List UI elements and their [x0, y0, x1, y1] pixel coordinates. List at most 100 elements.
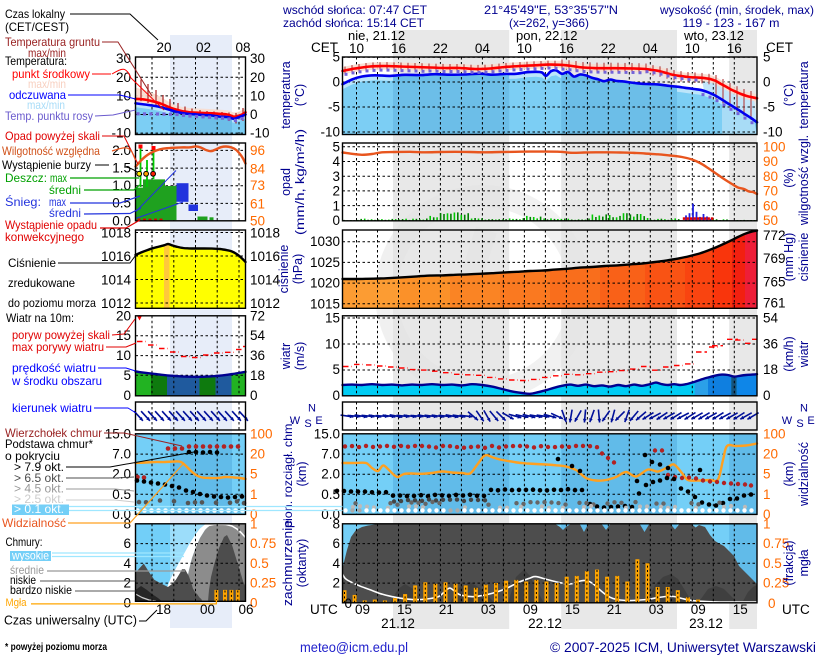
svg-text:5: 5 [332, 50, 340, 65]
svg-text:22: 22 [601, 41, 616, 56]
svg-text:max porywy wiatru: max porywy wiatru [12, 341, 104, 354]
svg-text:4: 4 [332, 556, 340, 571]
svg-text:2: 2 [332, 576, 340, 591]
svg-text:Deszcz:: Deszcz: [5, 172, 47, 185]
svg-text:* powyżej poziomu morza: * powyżej poziomu morza [5, 642, 107, 653]
svg-text:50: 50 [763, 213, 778, 228]
svg-text:1: 1 [332, 198, 340, 213]
svg-text:ciśnienie: ciśnienie [797, 233, 811, 282]
svg-text:5: 5 [332, 140, 340, 155]
svg-text:Widzialność: Widzialność [2, 517, 66, 530]
svg-text:Mgła: Mgła [6, 597, 28, 609]
svg-text:02: 02 [196, 40, 211, 55]
svg-text:ciśnienie: ciśnienie [277, 245, 291, 294]
svg-text:5: 5 [332, 362, 340, 377]
svg-text:o pokryciu: o pokryciu [5, 450, 60, 463]
svg-text:70: 70 [763, 184, 778, 199]
svg-text:0: 0 [123, 388, 131, 403]
svg-text:1: 1 [763, 487, 771, 502]
svg-text:5: 5 [250, 467, 258, 482]
svg-text:20: 20 [763, 447, 778, 462]
svg-text:niskie: niskie [10, 574, 36, 587]
svg-text:(%): (%) [782, 168, 796, 187]
svg-text:(mm/h, kg/m²/h): (mm/h, kg/m²/h) [295, 129, 307, 235]
svg-text:temperatura: temperatura [797, 61, 811, 128]
svg-text:10: 10 [685, 41, 700, 56]
svg-text:1012: 1012 [250, 296, 280, 311]
svg-text:CET: CET [311, 40, 338, 55]
svg-text:poryw powyżej skali: poryw powyżej skali [12, 329, 110, 342]
svg-text:6: 6 [332, 536, 340, 551]
svg-text:max: max [49, 196, 66, 209]
svg-text:0: 0 [332, 388, 340, 403]
svg-text:Wystąpienie burzy: Wystąpienie burzy [2, 159, 91, 172]
svg-text:nie, 21.12: nie, 21.12 [348, 28, 405, 43]
svg-text:54: 54 [763, 311, 779, 326]
svg-text:(°C): (°C) [293, 84, 307, 106]
svg-text:22: 22 [433, 41, 448, 56]
svg-text:pion. rozciągł. chm.: pion. rozciągł. chm. [281, 420, 295, 528]
svg-text:0: 0 [332, 213, 340, 228]
svg-text:odczuwana: odczuwana [9, 89, 67, 102]
svg-text:> 0.1 okt.: > 0.1 okt. [14, 503, 64, 516]
svg-text:S: S [304, 418, 311, 430]
svg-text:0.0: 0.0 [112, 213, 131, 228]
svg-text:E: E [807, 415, 814, 427]
svg-text:-5: -5 [328, 100, 340, 115]
svg-text:1: 1 [250, 516, 258, 531]
svg-text:Podstawa chmur*: Podstawa chmur* [5, 438, 93, 451]
svg-text:max/min: max/min [28, 78, 66, 91]
svg-text:© 2007-2025 ICM, Uniwersytet W: © 2007-2025 ICM, Uniwersytet Warszawski [550, 640, 816, 655]
svg-text:2.0: 2.0 [321, 467, 340, 482]
svg-text:3: 3 [332, 169, 340, 184]
svg-text:> 7.9 okt.: > 7.9 okt. [14, 461, 64, 474]
svg-text:0: 0 [250, 595, 258, 610]
svg-text:> 6.5 okt.: > 6.5 okt. [14, 472, 64, 485]
svg-text:Śnieg:: Śnieg: [5, 196, 41, 209]
svg-text:-10: -10 [763, 125, 783, 140]
svg-text:(x=262, y=366): (x=262, y=366) [509, 16, 589, 30]
svg-text:21°45'49"E, 53°35'57"N: 21°45'49"E, 53°35'57"N [484, 3, 618, 17]
svg-text:16: 16 [391, 41, 406, 56]
svg-text:18: 18 [250, 368, 265, 383]
svg-text:N: N [800, 403, 808, 415]
svg-text:09: 09 [691, 602, 706, 617]
svg-text:15.0: 15.0 [105, 427, 131, 442]
svg-text:wysokość (min, środek, max): wysokość (min, środek, max) [659, 3, 814, 17]
svg-text:max: max [50, 172, 67, 185]
svg-text:5: 5 [763, 50, 771, 65]
svg-text:1016: 1016 [250, 249, 280, 264]
svg-text:0.5: 0.5 [250, 556, 269, 571]
svg-text:8: 8 [332, 516, 340, 531]
svg-text:w środku obszaru: w środku obszaru [11, 375, 102, 388]
svg-text:0.5: 0.5 [763, 556, 782, 571]
svg-text:0.25: 0.25 [763, 576, 789, 591]
svg-text:temperatura: temperatura [279, 61, 293, 128]
svg-text:09: 09 [523, 602, 538, 617]
svg-text:0: 0 [332, 75, 340, 90]
svg-text:18: 18 [156, 602, 171, 617]
svg-text:Wilgotność względna: Wilgotność względna [2, 145, 100, 158]
svg-text:0: 0 [763, 507, 771, 522]
svg-text:30: 30 [250, 51, 265, 66]
svg-text:(mm Hg): (mm Hg) [782, 233, 796, 282]
svg-text:22.12: 22.12 [528, 616, 562, 631]
svg-text:Czas lokalny: Czas lokalny [5, 8, 65, 21]
svg-text:0.75: 0.75 [250, 536, 276, 551]
svg-text:1015: 1015 [310, 296, 340, 311]
svg-text:100: 100 [763, 140, 786, 155]
svg-text:5: 5 [763, 467, 771, 482]
svg-text:61: 61 [250, 197, 265, 212]
svg-text:0: 0 [250, 388, 258, 403]
svg-text:średni: średni [49, 184, 81, 197]
svg-text:0.75: 0.75 [763, 536, 789, 551]
svg-text:0.5: 0.5 [112, 196, 131, 211]
svg-text:03: 03 [481, 602, 496, 617]
svg-text:10: 10 [116, 348, 131, 363]
svg-text:23.12: 23.12 [689, 616, 723, 631]
svg-text:18: 18 [763, 362, 778, 377]
svg-text:zredukowane: zredukowane [8, 277, 75, 290]
svg-text:80: 80 [763, 169, 778, 184]
svg-text:15: 15 [325, 311, 340, 326]
svg-text:21: 21 [607, 602, 622, 617]
